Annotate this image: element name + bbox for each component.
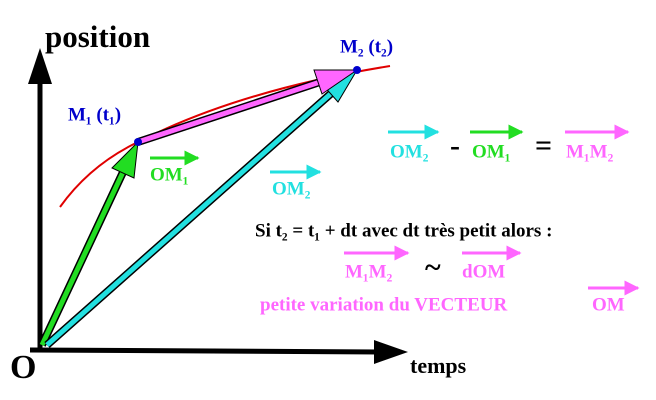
y-axis-head — [28, 48, 52, 84]
equation-term: OM₁ — [472, 141, 510, 162]
point-label: M₂ (t₂) — [340, 36, 393, 57]
approx-symbol: ~ — [425, 251, 441, 284]
approx-term: dOM — [462, 261, 505, 282]
point-m1 — [134, 138, 142, 146]
origin-label: O — [10, 349, 36, 386]
y-label: position — [45, 19, 150, 54]
om1-arrow — [39, 168, 127, 347]
om1-head — [111, 140, 139, 179]
om2-arrow — [45, 88, 337, 347]
equation-term: M₁M₂ — [566, 141, 614, 162]
note: Si t₂ = t₁ + dt avec dt très petit alors… — [255, 220, 552, 241]
m1m2-arrow — [137, 79, 321, 145]
caption-vector: OM — [592, 294, 625, 315]
equation-term: OM₂ — [390, 141, 429, 162]
point-m2 — [353, 66, 361, 74]
x-label: temps — [410, 353, 467, 378]
caption: petite variation du VECTEUR — [260, 294, 507, 315]
x-axis-head — [374, 340, 408, 364]
vector-label: OM₂ — [272, 178, 311, 199]
equation-op: - — [450, 129, 460, 162]
vector-label: OM₁ — [150, 164, 188, 185]
equation-op: = — [535, 129, 552, 162]
x-axis — [29, 347, 381, 355]
m1m2-head — [313, 69, 359, 95]
point-label: M₁ (t₁) — [68, 104, 121, 125]
approx-term: M₁M₂ — [345, 261, 393, 282]
